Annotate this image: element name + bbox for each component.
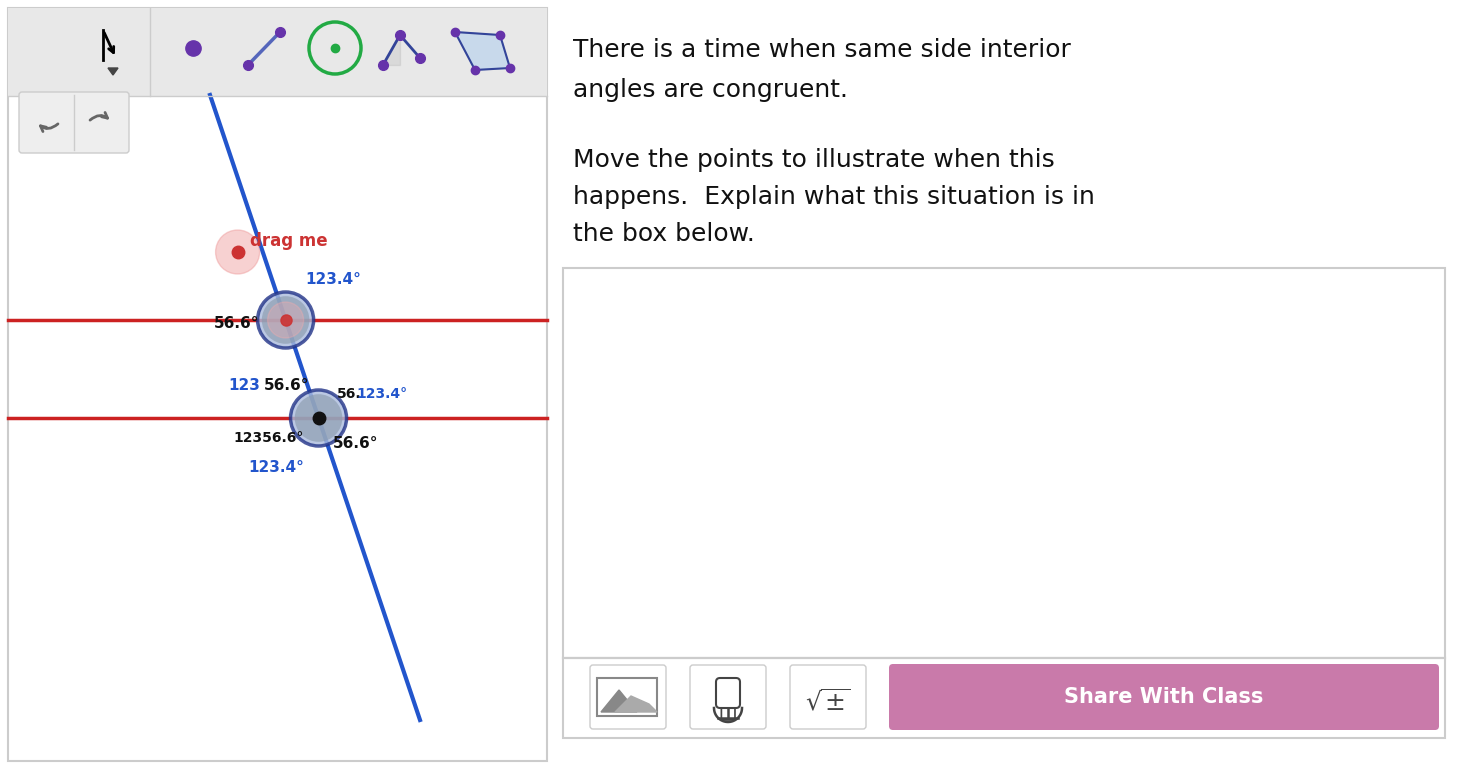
Circle shape — [262, 296, 309, 344]
FancyBboxPatch shape — [563, 658, 1444, 738]
Text: $\sqrt{\pm}$: $\sqrt{\pm}$ — [806, 689, 851, 715]
FancyBboxPatch shape — [7, 8, 546, 761]
Polygon shape — [615, 696, 656, 712]
Text: 56.: 56. — [337, 387, 362, 401]
Polygon shape — [601, 690, 637, 712]
Text: happens.  Explain what this situation is in: happens. Explain what this situation is … — [573, 185, 1094, 209]
FancyBboxPatch shape — [7, 8, 546, 96]
FancyBboxPatch shape — [889, 664, 1439, 730]
FancyBboxPatch shape — [590, 665, 667, 729]
Text: 56.6°: 56.6° — [264, 378, 309, 393]
Text: 123.4°: 123.4° — [356, 387, 407, 401]
Text: 123: 123 — [229, 378, 261, 393]
FancyBboxPatch shape — [690, 665, 766, 729]
FancyBboxPatch shape — [19, 92, 129, 153]
Text: 123.4°: 123.4° — [306, 272, 362, 287]
Text: drag me: drag me — [249, 232, 327, 250]
Text: 56.6°: 56.6° — [333, 436, 378, 451]
Text: the box below.: the box below. — [573, 222, 754, 246]
Text: 56.6°: 56.6° — [214, 316, 259, 331]
Text: There is a time when same side interior: There is a time when same side interior — [573, 38, 1071, 62]
FancyBboxPatch shape — [716, 678, 740, 708]
FancyBboxPatch shape — [598, 678, 656, 716]
Circle shape — [290, 390, 347, 446]
Circle shape — [215, 230, 259, 274]
Text: 123.4°: 123.4° — [249, 460, 305, 475]
Circle shape — [268, 302, 303, 338]
Text: Move the points to illustrate when this: Move the points to illustrate when this — [573, 148, 1055, 172]
Text: 12356.6°: 12356.6° — [233, 431, 303, 445]
FancyBboxPatch shape — [790, 665, 866, 729]
Text: Share With Class: Share With Class — [1064, 687, 1264, 707]
Polygon shape — [108, 68, 119, 75]
Circle shape — [258, 292, 314, 348]
Polygon shape — [456, 32, 510, 70]
Text: angles are congruent.: angles are congruent. — [573, 78, 848, 102]
Circle shape — [294, 394, 343, 442]
FancyBboxPatch shape — [563, 268, 1444, 658]
Text: Ⱟ: Ⱟ — [719, 693, 737, 721]
